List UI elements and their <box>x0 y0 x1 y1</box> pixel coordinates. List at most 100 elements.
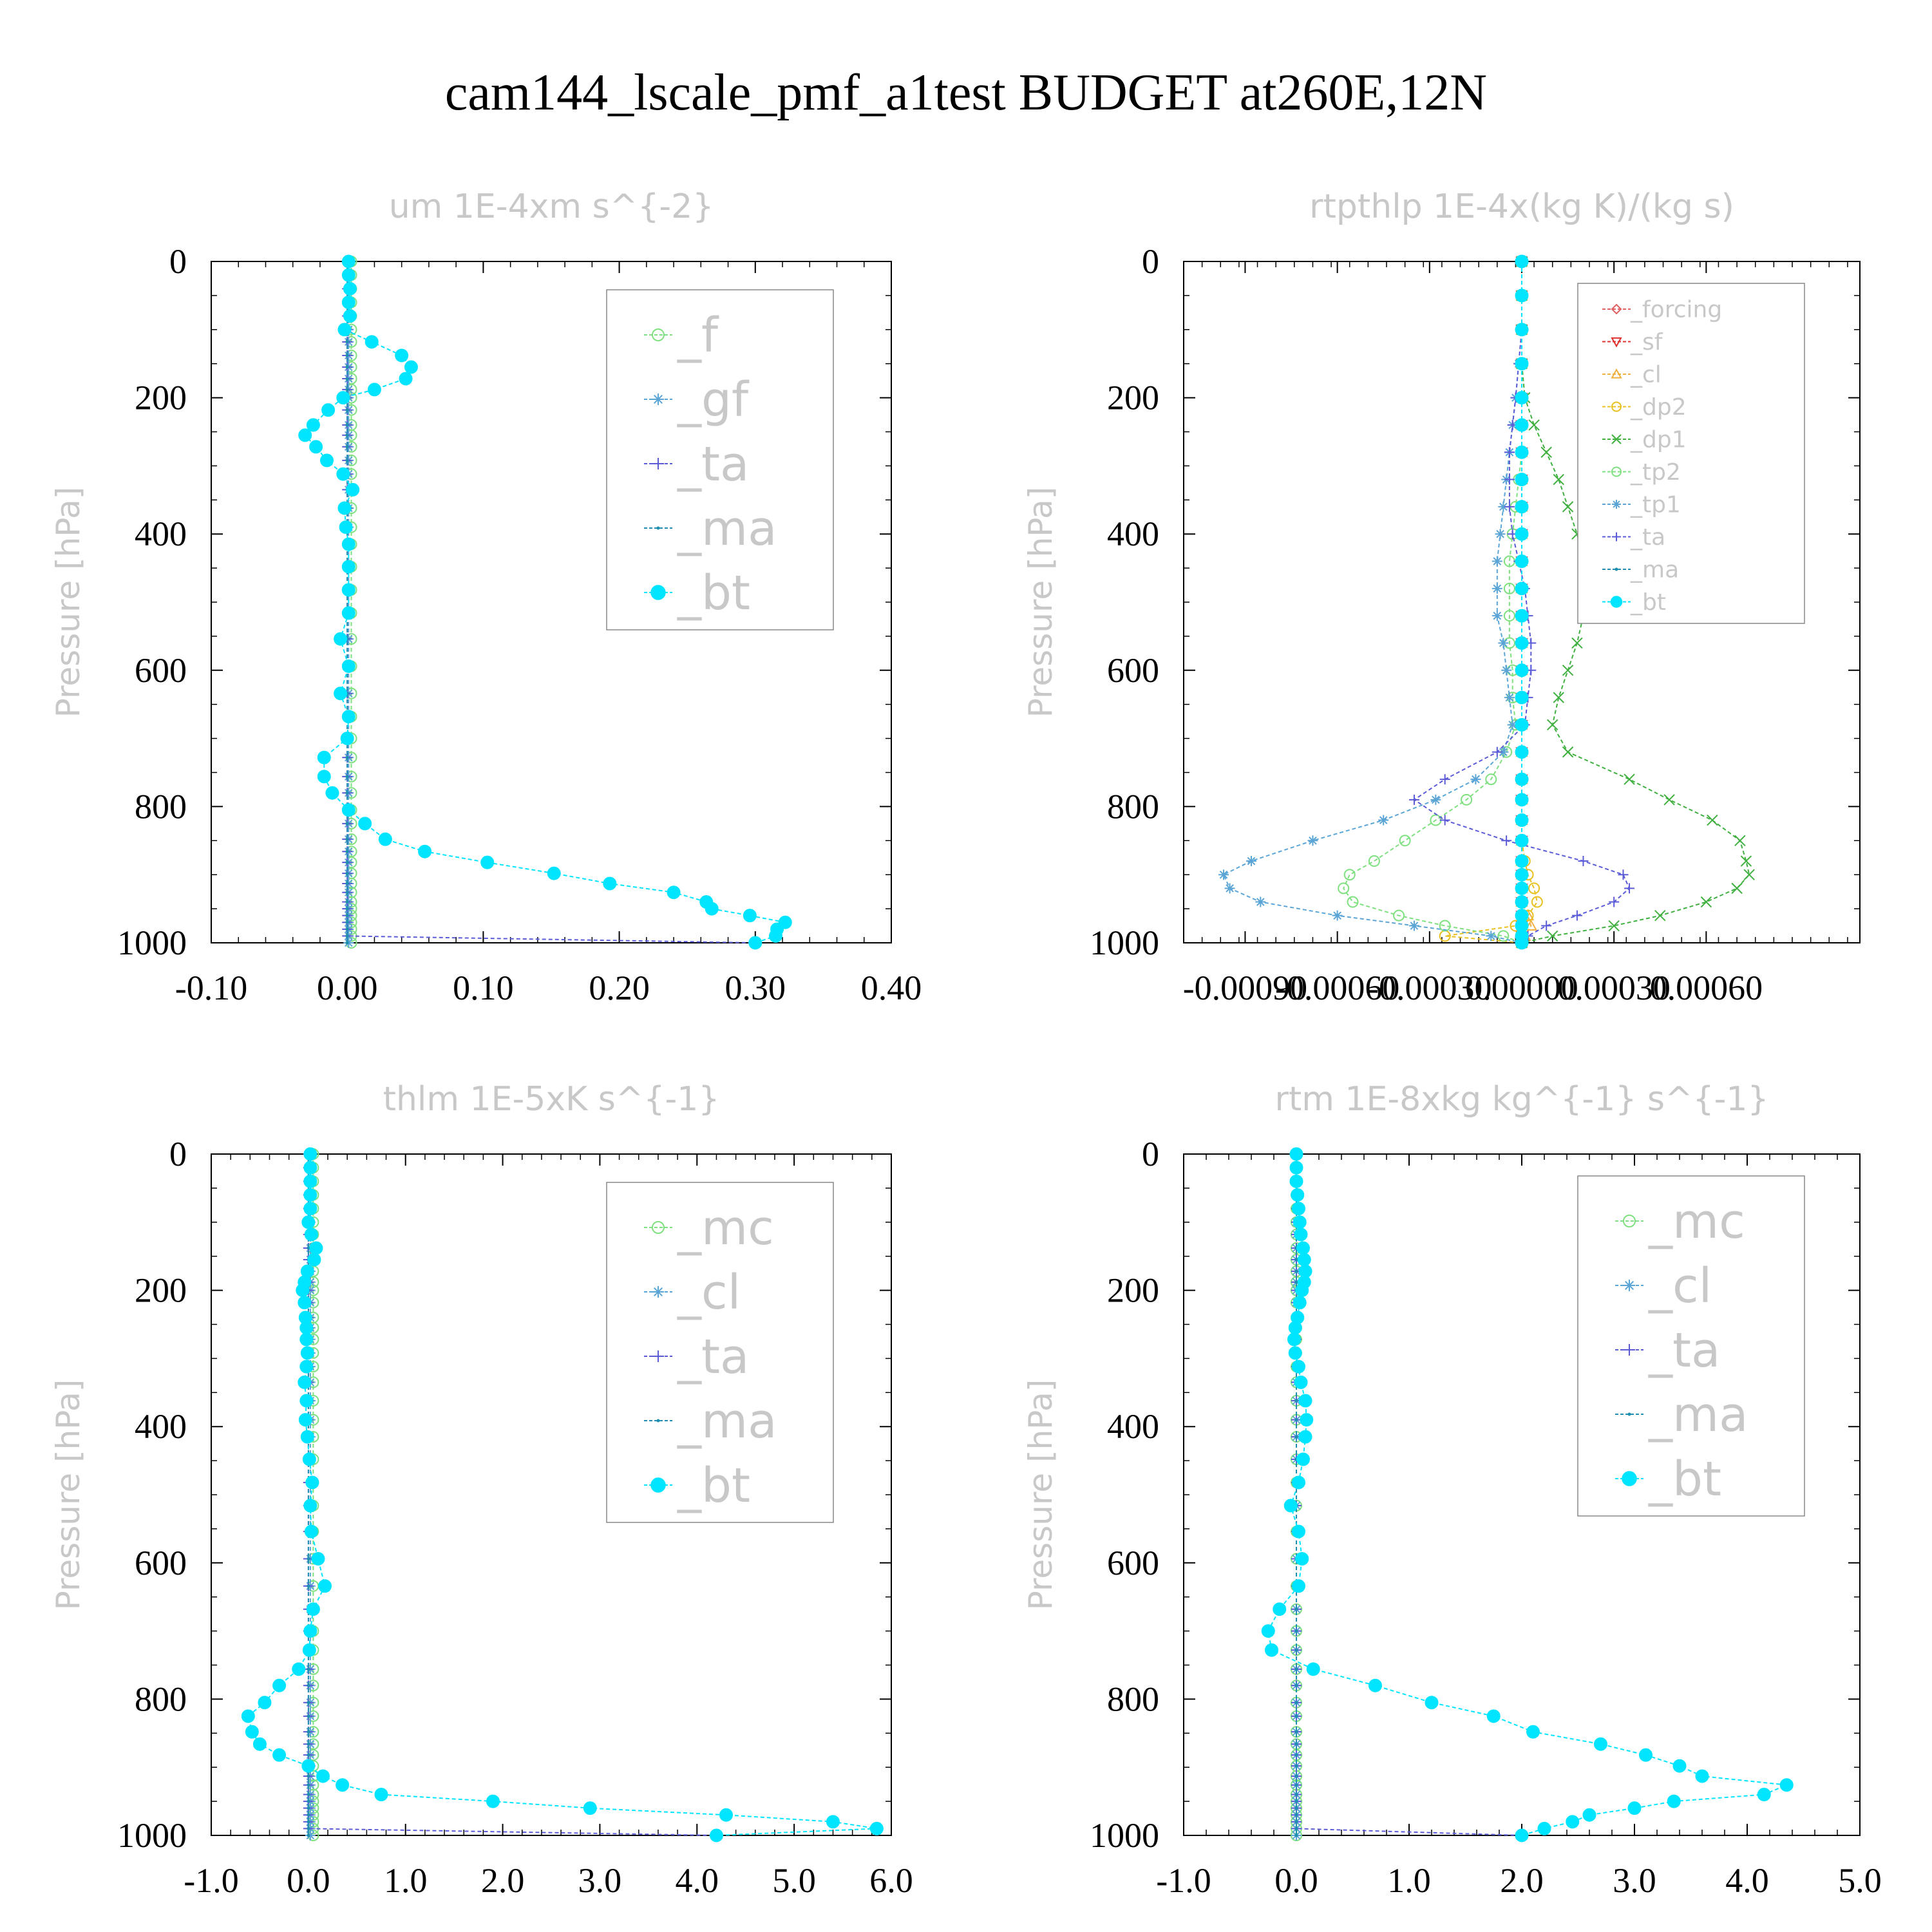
data-point-ma <box>345 920 349 924</box>
data-point-bt <box>1298 1430 1312 1444</box>
data-point-bt <box>719 1808 734 1822</box>
data-point-ma <box>1294 1280 1298 1284</box>
data-point-ma <box>307 1820 310 1824</box>
data-point-ma <box>1294 1742 1298 1746</box>
legend: _f _gf _ta _ma _bt <box>606 289 834 630</box>
data-point-bt <box>1515 391 1529 405</box>
data-point-tp2 <box>1393 909 1405 922</box>
panel-title: rtm 1E-8xkg kg^{-1} s^{-1} <box>1274 1080 1768 1119</box>
legend-marker-sf <box>1611 337 1622 348</box>
data-point-ma <box>345 941 349 945</box>
data-point-bt <box>325 786 339 800</box>
data-point-bt <box>1515 554 1529 569</box>
data-point-bt <box>341 606 355 620</box>
legend-marker-bt <box>650 1477 666 1493</box>
data-point-bt <box>300 1346 314 1360</box>
data-point-bt <box>1425 1696 1439 1710</box>
x-tick-label: -1.0 <box>1156 1861 1211 1900</box>
data-point-dp1 <box>1707 814 1718 826</box>
data-point-bt <box>1515 793 1529 807</box>
x-tick-label: 1.0 <box>384 1861 428 1900</box>
data-point-ma <box>1294 1667 1298 1671</box>
data-point-bt <box>303 1174 317 1188</box>
data-point-bt <box>1287 1332 1301 1347</box>
data-point-bt <box>1582 1808 1596 1822</box>
data-point-ma <box>345 445 349 449</box>
data-point-ma <box>345 775 349 779</box>
y-tick-label: 200 <box>1107 1271 1159 1310</box>
data-point-bt <box>1515 609 1529 623</box>
x-tick-label: 5.0 <box>772 1861 816 1900</box>
legend-marker-dp2 <box>1611 401 1622 412</box>
data-point-ma <box>345 914 349 918</box>
data-point-bt <box>709 1828 723 1842</box>
panel-title: thlm 1E-5xK s^{-1} <box>383 1080 720 1119</box>
data-point-bt <box>302 1643 316 1657</box>
data-point-ma <box>345 822 349 826</box>
data-point-bt <box>1639 1748 1653 1762</box>
data-point-bt <box>341 659 355 673</box>
y-tick-label: 200 <box>1107 379 1159 417</box>
legend-label-cl: _cl <box>1648 1258 1712 1314</box>
data-point-ma <box>345 871 349 875</box>
data-point-bt <box>298 1296 312 1310</box>
data-point-ma <box>1294 1730 1298 1734</box>
data-point-bt <box>1515 717 1529 732</box>
data-point-bt <box>309 440 323 454</box>
data-point-ma <box>307 1742 310 1746</box>
data-point-bt <box>343 309 357 323</box>
data-point-bt <box>1296 1241 1310 1255</box>
x-tick-label: 0.0 <box>1274 1861 1318 1900</box>
data-point-bt <box>1292 1579 1305 1593</box>
data-point-ma <box>345 934 349 938</box>
data-point-bt <box>303 1160 317 1175</box>
data-point-bt <box>303 1202 317 1216</box>
legend-box <box>606 1182 834 1523</box>
data-point-bt <box>1515 289 1529 303</box>
data-point-dp1 <box>1700 896 1712 908</box>
data-point-bt <box>299 1321 314 1335</box>
chart-panel-3: thlm 1E-5xK s^{-1} Pressure [hPa] 0 200 400 6… <box>50 1080 913 1900</box>
data-point-tp1 <box>1224 883 1235 894</box>
chart-panels: um 1E-4xm s^{-2} Pressure [hPa] 0 200 400 600… <box>50 187 1882 1900</box>
legend-marker-ta <box>652 1350 664 1362</box>
x-tick-label: 4.0 <box>676 1861 719 1900</box>
data-point-bt <box>1515 473 1529 487</box>
data-point-bt <box>339 520 353 535</box>
data-point-bt <box>341 254 355 269</box>
data-point-bt <box>258 1696 272 1710</box>
data-point-bt <box>768 929 782 943</box>
legend-label-ta: _ta <box>677 1329 749 1385</box>
y-tick-label: 400 <box>135 1407 187 1446</box>
legend-marker-mc <box>652 1221 665 1234</box>
data-point-tp1 <box>1498 501 1509 512</box>
x-tick-label: 2.0 <box>481 1861 525 1900</box>
data-point-bt <box>1515 663 1529 677</box>
legend-marker-cl <box>1611 368 1622 379</box>
data-point-bt <box>1515 854 1529 868</box>
data-point-tp1 <box>1486 931 1497 942</box>
data-point-bt <box>365 335 379 349</box>
data-point-bt <box>603 876 617 891</box>
data-point-dp1 <box>1562 746 1574 758</box>
data-point-bt <box>296 1283 310 1298</box>
legend-marker-ta <box>1624 1344 1635 1356</box>
data-point-bt <box>1292 1202 1305 1216</box>
data-point-ma <box>345 900 349 904</box>
data-point-bt <box>367 383 381 397</box>
data-point-dp2 <box>1528 882 1540 895</box>
data-point-bt <box>272 1678 287 1692</box>
data-point-ma <box>345 882 349 886</box>
data-point-ma <box>1294 1418 1298 1422</box>
data-point-ma <box>1294 1753 1298 1757</box>
x-tick-label: 4.0 <box>1725 1861 1769 1900</box>
legend-label-ma: _ma <box>677 501 777 556</box>
data-point-tp1 <box>1501 665 1512 676</box>
legend-marker-ma <box>1627 1412 1631 1416</box>
y-axis-label: Pressure [hPa] <box>50 487 87 718</box>
data-point-bt <box>1300 1413 1314 1427</box>
data-point-bt <box>1306 1662 1320 1676</box>
data-point-bt <box>1667 1794 1681 1808</box>
data-point-bt <box>1294 1375 1308 1389</box>
